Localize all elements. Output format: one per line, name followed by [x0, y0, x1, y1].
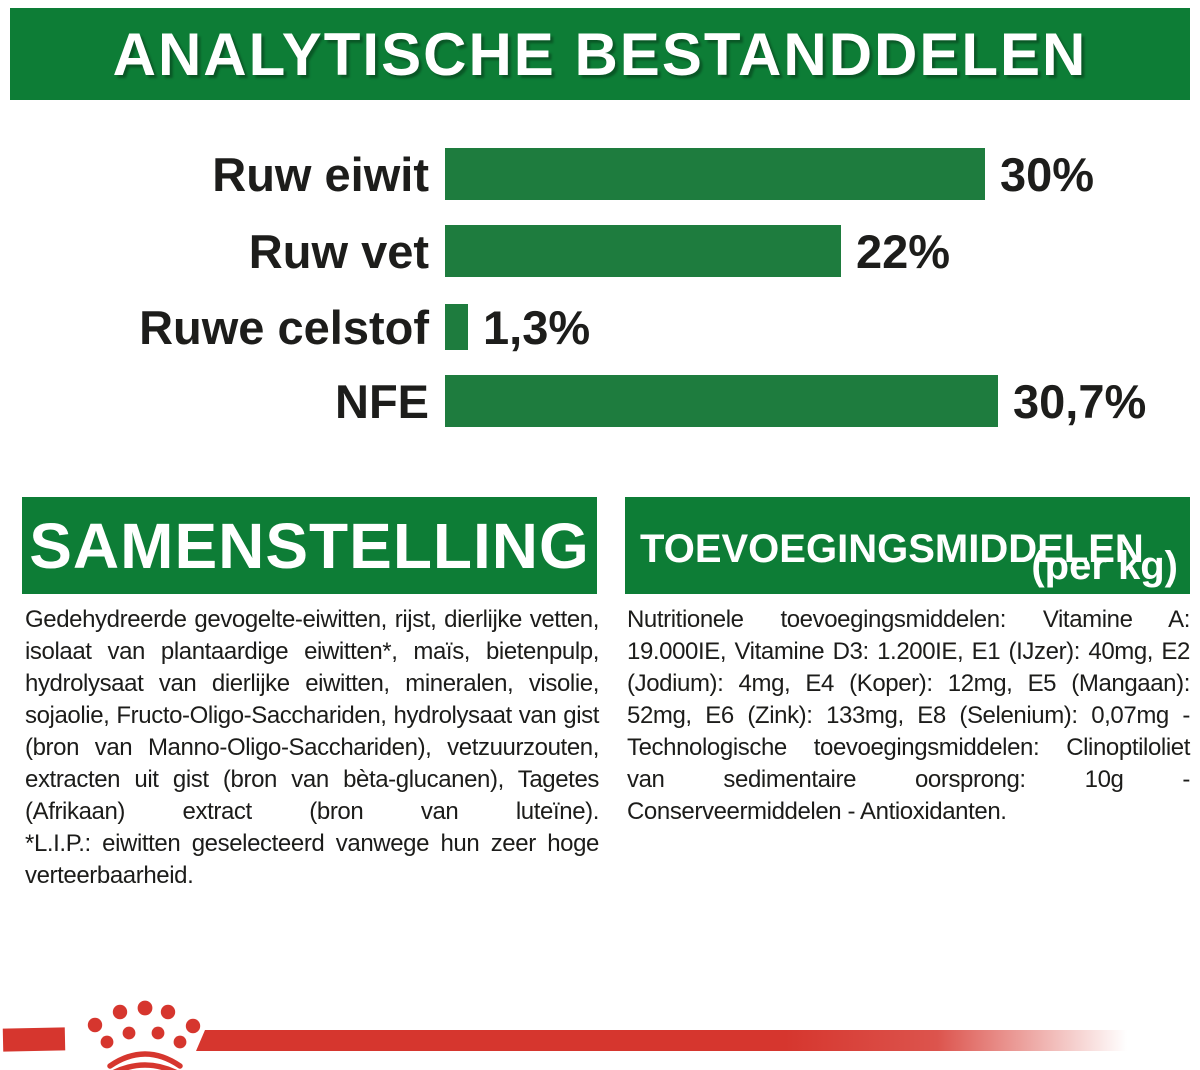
additives-text: Nutritionele toevoegingsmiddelen: Vitami… [627, 606, 1190, 825]
additives-title: TOEVOEGINGSMIDDELEN [640, 527, 1144, 571]
chart-category-label: Ruw eiwit [212, 147, 429, 201]
composition-text: Gedehydreerde gevogelte-eiwitten, rijst,… [25, 606, 599, 825]
chart-category-label: NFE [335, 374, 429, 428]
composition-title: SAMENSTELLING [29, 509, 590, 582]
analytical-constituents-title: ANALYTISCHE BESTANDDELEN [112, 20, 1088, 88]
chart-value-label: 30,7% [1013, 374, 1147, 428]
lip-note: *L.I.P.: eiwitten geselecteerd vanwege h… [25, 830, 599, 889]
additives-per-kg-label: (per kg) [1031, 544, 1178, 588]
chart-row: NFE 30,7% [0, 373, 1200, 429]
composition-section: Gedehydreerde gevogelte-eiwitten, rijst,… [25, 604, 599, 892]
chart-value-label: 1,3% [483, 300, 591, 354]
composition-banner: SAMENSTELLING [22, 497, 597, 594]
chart-bar [445, 375, 998, 427]
chart-value-label: 30% [1000, 147, 1095, 201]
footer-divider-left [2, 1027, 66, 1052]
chart-row: Ruwe celstof 1,3% [0, 299, 1200, 355]
chart-value-label: 22% [856, 224, 951, 278]
analytical-constituents-banner: ANALYTISCHE BESTANDDELEN [10, 8, 1190, 100]
chart-row: Ruw vet 22% [0, 223, 1200, 279]
additives-section: Nutritionele toevoegingsmiddelen: Vitami… [627, 604, 1190, 828]
chart-bar [445, 304, 468, 350]
chart-bar [445, 148, 985, 200]
chart-row: Ruw eiwit 30% [0, 146, 1200, 202]
footer-divider-right [196, 1030, 1146, 1051]
chart-category-label: Ruwe celstof [139, 300, 429, 354]
royal-canin-crown-icon [87, 1000, 201, 1070]
additives-banner: TOEVOEGINGSMIDDELEN (per kg) [625, 497, 1190, 594]
chart-bar [445, 225, 841, 277]
chart-category-label: Ruw vet [248, 224, 429, 278]
